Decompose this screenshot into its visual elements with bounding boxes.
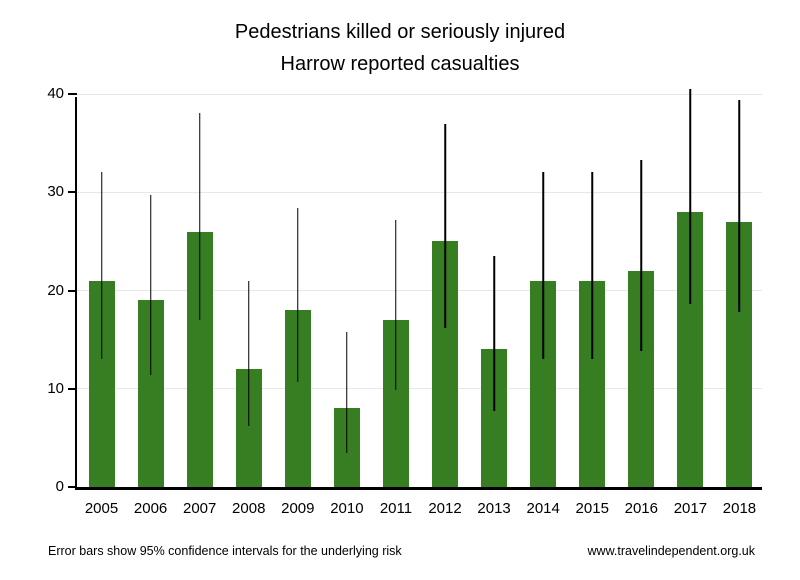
error-bar-2011 [395, 219, 397, 390]
y-tick-mark-10 [68, 387, 77, 390]
y-tick-label-30: 30 [47, 183, 64, 201]
bar-group-2017: 2017 [666, 89, 715, 517]
gridline-y-20 [77, 290, 762, 291]
error-bar-2014 [542, 171, 544, 360]
y-tick-label-0: 0 [55, 478, 64, 495]
x-tick-label-2009: 2009 [281, 500, 315, 517]
bar-group-2014: 2014 [519, 97, 568, 517]
chart-footer: Error bars show 95% confidence intervals… [48, 544, 755, 558]
bar-group-2018: 2018 [715, 97, 764, 517]
chart-title-line2: Harrow reported casualties [280, 53, 520, 75]
x-tick-label-2016: 2016 [624, 500, 658, 517]
x-tick-label-2007: 2007 [182, 500, 217, 517]
x-tick-label-2018: 2018 [722, 500, 757, 517]
error-bar-2016 [640, 159, 643, 352]
y-tick-label-40: 40 [47, 85, 64, 102]
x-tick-label-2010: 2010 [330, 500, 364, 517]
bar-group-2011: 2011 [371, 97, 420, 517]
error-bar-2013 [493, 256, 495, 412]
y-tick-mark-0 [68, 486, 77, 488]
error-bar-2015 [591, 171, 593, 360]
y-tick-label-20: 20 [47, 281, 64, 299]
x-tick-label-2012: 2012 [428, 500, 462, 517]
bar-group-2005: 2005 [77, 97, 126, 517]
error-bar-2012 [444, 124, 446, 328]
error-bar-footnote: Error bars show 95% confidence intervals… [48, 544, 402, 558]
x-tick-label-2006: 2006 [133, 500, 168, 517]
gridline-y-10 [77, 388, 762, 390]
gridline-y-30 [77, 191, 762, 193]
bar-group-2010: 2010 [322, 97, 371, 517]
y-tick-mark-20 [68, 289, 77, 292]
x-tick-label-2008: 2008 [232, 500, 266, 517]
bar-group-2008: 2008 [224, 97, 273, 517]
chart-title-line1: Pedestrians killed or seriously injured [234, 21, 566, 43]
gridline-y-40 [77, 93, 762, 95]
bar-group-2012: 2012 [421, 97, 470, 517]
bar-group-2009: 2009 [273, 97, 322, 517]
error-bar-2006 [149, 195, 152, 375]
error-bar-2008 [247, 280, 250, 427]
website-text: www.travelindependent.org.uk [587, 544, 755, 558]
bar-group-2013: 2013 [470, 97, 519, 517]
error-bar-2010 [346, 331, 348, 453]
chart-title: Pedestrians killed or seriously injured … [0, 16, 800, 80]
error-bar-2018 [738, 99, 741, 313]
bar-group-2015: 2015 [568, 97, 617, 517]
x-tick-label-2013: 2013 [477, 500, 511, 517]
x-tick-label-2011: 2011 [379, 500, 413, 517]
error-bar-2007 [198, 112, 201, 320]
y-tick-label-10: 10 [47, 379, 64, 397]
error-bar-2005 [100, 171, 103, 360]
x-tick-label-2005: 2005 [84, 500, 119, 517]
bar-group-2007: 2007 [175, 97, 224, 517]
error-bar-2017 [689, 89, 692, 305]
x-tick-label-2014: 2014 [526, 500, 560, 517]
y-tick-mark-30 [68, 191, 77, 194]
error-bar-2009 [297, 207, 299, 382]
y-tick-mark-40 [68, 93, 77, 95]
x-tick-label-2015: 2015 [575, 500, 609, 517]
x-tick-label-2017: 2017 [673, 500, 708, 517]
bar-group-2016: 2016 [617, 97, 666, 517]
bar-group-2006: 2006 [126, 97, 175, 517]
plot-area: 0 10 20 30 40 2005 2006 2007 2008 2009 2010 2011 201… [47, 85, 764, 517]
